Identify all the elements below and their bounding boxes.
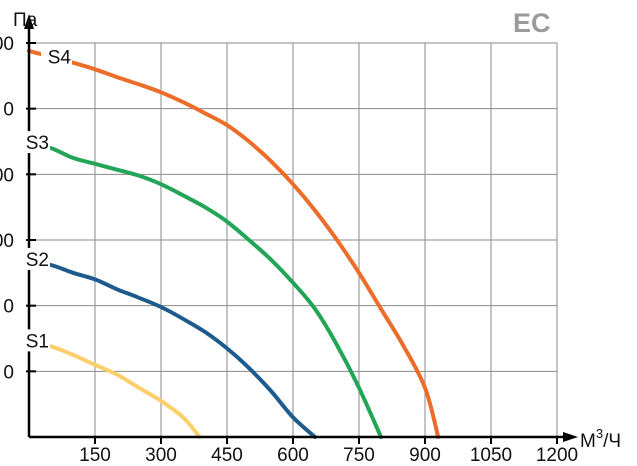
series-label-bg xyxy=(41,45,72,68)
y-tick-label: 0 xyxy=(3,362,14,383)
grid xyxy=(26,42,558,444)
y-tick-label: 00 xyxy=(0,231,14,252)
x-axis-arrow-icon xyxy=(563,432,578,442)
ec-badge: EC xyxy=(513,8,551,38)
x-axis-title: М3/Ч xyxy=(580,426,621,452)
axes xyxy=(24,14,578,442)
y-axis-arrow-icon xyxy=(24,14,34,29)
series-line-s2 xyxy=(27,259,317,439)
series-label-s4: S4 xyxy=(48,48,72,69)
x-tick-label: 900 xyxy=(409,445,441,466)
series-label-bg xyxy=(19,131,50,154)
y-tick-label: 00 xyxy=(0,34,14,55)
x-tick-label: 750 xyxy=(343,445,375,466)
series-curves xyxy=(27,48,441,439)
series-label-bg xyxy=(19,247,50,270)
series-labels: S1 S2 S3 S4 xyxy=(19,45,72,352)
x-tick-label: 1200 xyxy=(536,445,578,466)
x-tick-label: 1050 xyxy=(470,445,512,466)
y-tick-label: 0 xyxy=(3,297,14,318)
x-tick-label: 450 xyxy=(211,445,243,466)
series-label-s2: S2 xyxy=(26,250,49,271)
series-line-s3 xyxy=(27,141,383,439)
x-tick-label: 150 xyxy=(79,445,111,466)
x-tick-label: 300 xyxy=(145,445,177,466)
tick-labels: 15030045060075090010501200000000000 xyxy=(0,34,578,466)
y-axis-title: Па xyxy=(13,10,38,31)
series-label-bg xyxy=(19,329,50,352)
x-tick-label: 600 xyxy=(277,445,309,466)
series-line-s4 xyxy=(27,48,441,439)
series-line-s1 xyxy=(27,341,202,439)
y-tick-label: 00 xyxy=(0,165,14,186)
series-label-s1: S1 xyxy=(26,331,49,352)
series-label-s3: S3 xyxy=(26,133,49,154)
y-tick-label: 0 xyxy=(3,100,14,121)
